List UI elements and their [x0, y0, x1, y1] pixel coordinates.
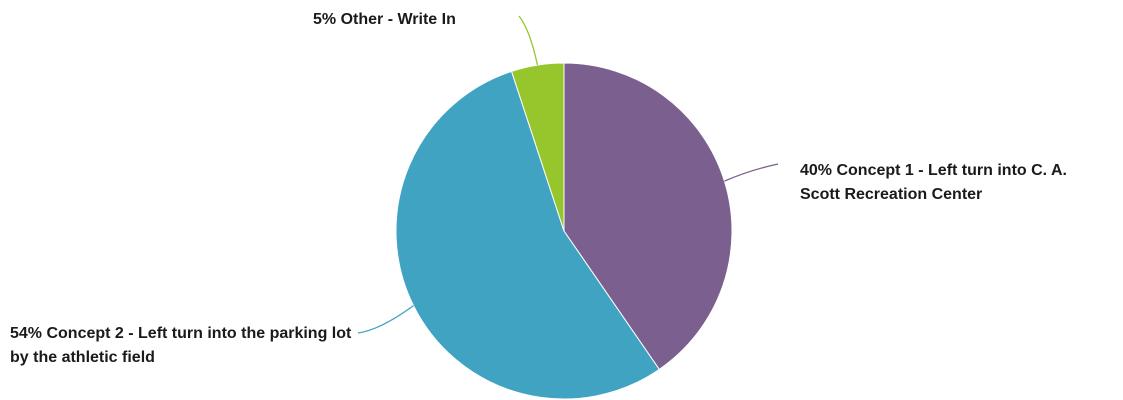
slice-label-concept-1: 40% Concept 1 - Left turn into C. A. Sco… — [800, 162, 1067, 203]
leader-lines-layer — [357, 15, 779, 334]
slice-label-concept-2: 54% Concept 2 - Left turn into the parki… — [10, 325, 352, 366]
leader-line-other-write-in — [518, 15, 539, 66]
slice-concept-2 — [395, 70, 660, 400]
slice-other-write-in — [510, 62, 565, 232]
leader-line-concept-2 — [357, 305, 414, 334]
leader-line-concept-1 — [724, 163, 779, 182]
slice-label-other-write-in: 5% Other - Write In — [313, 11, 456, 28]
slices-layer — [395, 62, 733, 400]
